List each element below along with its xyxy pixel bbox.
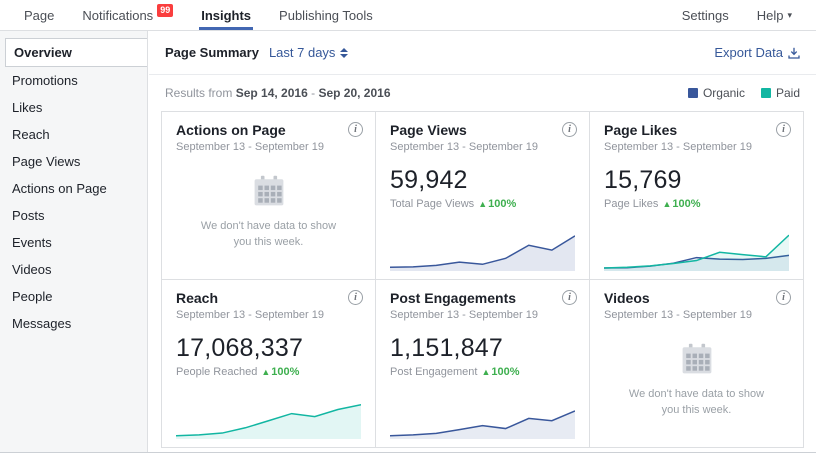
card-actions-on-page[interactable]: Actions on Page September 13 - September…: [162, 112, 375, 279]
sidebar-item-promotions[interactable]: Promotions: [0, 67, 147, 94]
insights-sidebar: Overview Promotions Likes Reach Page Vie…: [0, 31, 148, 452]
sidebar-item-events[interactable]: Events: [0, 229, 147, 256]
chevron-down-icon: ▾: [787, 10, 792, 21]
page-summary-bar: Page Summary Last 7 days Export Data: [149, 31, 816, 75]
nav-insights[interactable]: Insights: [187, 0, 265, 30]
export-data-label: Export Data: [714, 45, 783, 60]
results-row: Results from Sep 14, 2016 - Sep 20, 2016…: [149, 75, 816, 107]
empty-state-text: We don't have data to show you this week…: [620, 387, 773, 419]
card-reach[interactable]: Reach September 13 - September 19 i 17,0…: [162, 280, 375, 447]
date-range-label: Last 7 days: [269, 45, 336, 60]
sidebar-item-overview[interactable]: Overview: [5, 38, 147, 67]
trend-chart: [390, 395, 575, 439]
sidebar-item-posts[interactable]: Posts: [0, 202, 147, 229]
metric-value: 1,151,847: [390, 334, 575, 363]
metric-value: 17,068,337: [176, 334, 361, 363]
card-title: Page Views: [390, 122, 575, 138]
info-icon[interactable]: i: [348, 122, 363, 137]
nav-notifications-label: Notifications: [82, 8, 153, 23]
paid-swatch-icon: [761, 88, 771, 98]
metric-label: Post Engagement▲100%: [390, 366, 575, 378]
up-arrow-icon: ▲: [481, 367, 490, 377]
sidebar-item-reach[interactable]: Reach: [0, 121, 147, 148]
main-content: Page Summary Last 7 days Export Data Res…: [149, 31, 816, 452]
nav-publishing-tools[interactable]: Publishing Tools: [265, 0, 387, 30]
card-date-range: September 13 - September 19: [604, 141, 789, 153]
card-date-range: September 13 - September 19: [390, 309, 575, 321]
card-date-range: September 13 - September 19: [176, 141, 361, 153]
card-post-engagements[interactable]: Post Engagements September 13 - Septembe…: [376, 280, 589, 447]
up-arrow-icon: ▲: [662, 199, 671, 209]
trend-chart: [176, 395, 361, 439]
nav-help-label: Help: [757, 8, 784, 23]
top-navbar: Page Notifications 99 Insights Publishing…: [0, 0, 816, 31]
card-videos[interactable]: Videos September 13 - September 19 i We …: [590, 280, 803, 447]
info-icon[interactable]: i: [776, 290, 791, 305]
info-icon[interactable]: i: [776, 122, 791, 137]
card-title: Reach: [176, 290, 361, 306]
card-title: Videos: [604, 290, 789, 306]
card-title: Post Engagements: [390, 290, 575, 306]
trend-chart: [604, 227, 789, 271]
nav-settings[interactable]: Settings: [668, 0, 743, 30]
sidebar-item-actions-on-page[interactable]: Actions on Page: [0, 175, 147, 202]
card-date-range: September 13 - September 19: [390, 141, 575, 153]
notification-count-badge: 99: [157, 4, 173, 17]
date-range-selector[interactable]: Last 7 days: [269, 45, 349, 60]
chart-legend: Organic Paid: [688, 86, 800, 100]
metric-label: Total Page Views▲100%: [390, 198, 575, 210]
insights-app: Page Notifications 99 Insights Publishing…: [0, 0, 816, 453]
calendar-icon: [678, 341, 716, 377]
nav-page[interactable]: Page: [10, 0, 68, 30]
results-date-range: Results from Sep 14, 2016 - Sep 20, 2016: [165, 86, 391, 100]
summary-cards-grid: Actions on Page September 13 - September…: [161, 111, 804, 448]
metric-value: 15,769: [604, 166, 789, 195]
info-icon[interactable]: i: [348, 290, 363, 305]
sidebar-item-likes[interactable]: Likes: [0, 94, 147, 121]
sidebar-item-messages[interactable]: Messages: [0, 310, 147, 337]
legend-organic: Organic: [688, 86, 745, 100]
export-data-button[interactable]: Export Data: [714, 45, 800, 60]
organic-swatch-icon: [688, 88, 698, 98]
sort-arrows-icon: [340, 48, 348, 58]
card-title: Actions on Page: [176, 122, 361, 138]
calendar-icon: [250, 173, 288, 209]
info-icon[interactable]: i: [562, 290, 577, 305]
page-summary-title: Page Summary: [165, 45, 259, 60]
sidebar-item-page-views[interactable]: Page Views: [0, 148, 147, 175]
card-page-views[interactable]: Page Views September 13 - September 19 i…: [376, 112, 589, 279]
trend-chart: [390, 227, 575, 271]
navbar-right: Settings Help▾: [668, 0, 806, 30]
card-date-range: September 13 - September 19: [176, 309, 361, 321]
sidebar-item-videos[interactable]: Videos: [0, 256, 147, 283]
export-icon: [788, 47, 800, 59]
metric-label: Page Likes▲100%: [604, 198, 789, 210]
card-title: Page Likes: [604, 122, 789, 138]
legend-paid: Paid: [761, 86, 800, 100]
nav-notifications[interactable]: Notifications 99: [68, 0, 187, 30]
up-arrow-icon: ▲: [261, 367, 270, 377]
nav-help[interactable]: Help▾: [743, 0, 806, 30]
empty-state-text: We don't have data to show you this week…: [192, 219, 345, 251]
metric-value: 59,942: [390, 166, 575, 195]
metric-label: People Reached▲100%: [176, 366, 361, 378]
info-icon[interactable]: i: [562, 122, 577, 137]
card-date-range: September 13 - September 19: [604, 309, 789, 321]
up-arrow-icon: ▲: [478, 199, 487, 209]
card-page-likes[interactable]: Page Likes September 13 - September 19 i…: [590, 112, 803, 279]
sidebar-item-people[interactable]: People: [0, 283, 147, 310]
navbar-left: Page Notifications 99 Insights Publishing…: [10, 0, 387, 30]
